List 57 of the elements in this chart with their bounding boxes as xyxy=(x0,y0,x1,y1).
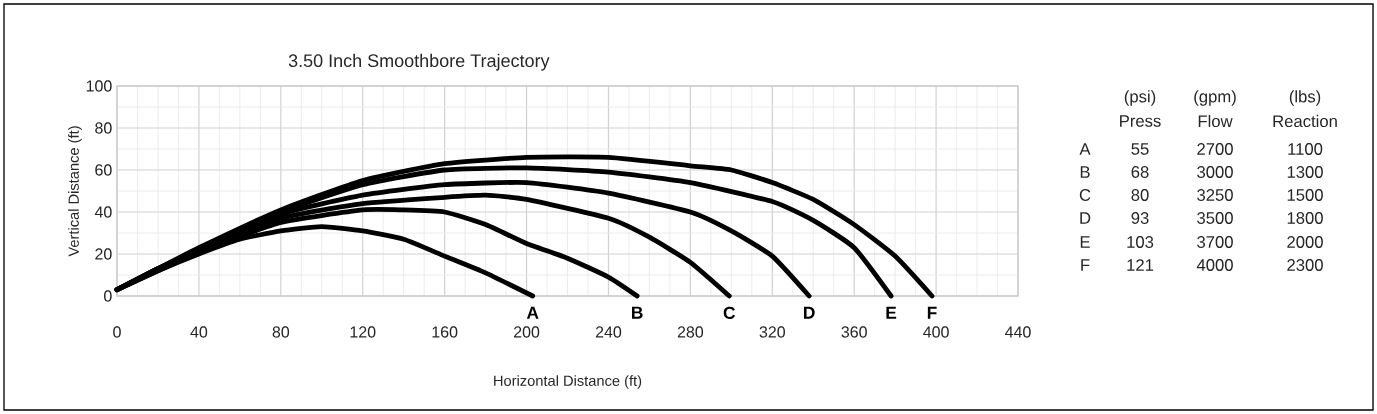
text: 80 xyxy=(1131,189,1149,201)
y-tick-label: 100 xyxy=(86,80,112,92)
text: Flow xyxy=(1198,114,1233,128)
x-tick-label: 440 xyxy=(1005,326,1031,338)
text: F xyxy=(1081,259,1090,271)
series-label: B xyxy=(632,306,643,319)
x-tick-label: 200 xyxy=(514,326,540,338)
y-tick-label: 20 xyxy=(95,248,112,260)
text: D xyxy=(1080,212,1091,224)
x-axis-title: Horizontal Distance (ft) xyxy=(494,375,642,389)
y-tick-label: 80 xyxy=(95,122,112,134)
text: E xyxy=(1080,236,1090,248)
text: C xyxy=(1079,189,1091,201)
x-tick-label: 360 xyxy=(841,326,867,338)
text: Press xyxy=(1120,115,1161,127)
text: 1800 xyxy=(1287,212,1323,224)
text: 1500 xyxy=(1287,189,1323,201)
y-tick-label: 0 xyxy=(104,290,112,302)
series-label: A xyxy=(526,306,539,319)
x-tick-label: 80 xyxy=(272,326,290,338)
x-tick-label: 240 xyxy=(595,326,622,338)
x-tick-label: 0 xyxy=(113,326,121,338)
x-tick-label: 320 xyxy=(759,326,785,338)
y-tick-label: 40 xyxy=(94,206,112,218)
text: 1100 xyxy=(1288,143,1323,155)
text: 3250 xyxy=(1197,189,1233,201)
series-label: F xyxy=(927,306,937,319)
text: 55 xyxy=(1131,143,1149,155)
text: 4000 xyxy=(1196,259,1233,271)
series-label: C xyxy=(723,306,736,319)
text: 3500 xyxy=(1197,212,1233,224)
series-label: D xyxy=(804,306,815,319)
x-tick-label: 40 xyxy=(190,326,208,338)
text: 93 xyxy=(1131,212,1149,224)
x-tick-label: 120 xyxy=(350,326,376,338)
text: 103 xyxy=(1127,236,1154,248)
y-axis-title: Vertical Distance (ft) xyxy=(68,126,82,257)
text: (psi) xyxy=(1124,90,1156,106)
text: (gpm) xyxy=(1194,90,1236,106)
text: 2000 xyxy=(1287,236,1323,248)
chart-title: 3.50 Inch Smoothbore Trajectory xyxy=(288,53,550,71)
series-label: E xyxy=(886,306,897,319)
x-tick-label: 280 xyxy=(677,326,704,338)
text: 2300 xyxy=(1287,259,1323,271)
x-tick-label: 160 xyxy=(432,326,458,338)
text: 2700 xyxy=(1197,143,1233,155)
text: 68 xyxy=(1131,166,1149,178)
text: 3000 xyxy=(1197,166,1233,178)
text: 1300 xyxy=(1287,166,1323,178)
text: (lbs) xyxy=(1289,90,1321,106)
text: B xyxy=(1080,166,1090,178)
text: A xyxy=(1079,143,1091,155)
x-tick-label: 400 xyxy=(923,326,949,338)
text: 3700 xyxy=(1197,236,1233,248)
y-tick-label: 60 xyxy=(95,164,112,176)
text: 121 xyxy=(1127,259,1154,271)
text: Reaction xyxy=(1273,114,1337,128)
